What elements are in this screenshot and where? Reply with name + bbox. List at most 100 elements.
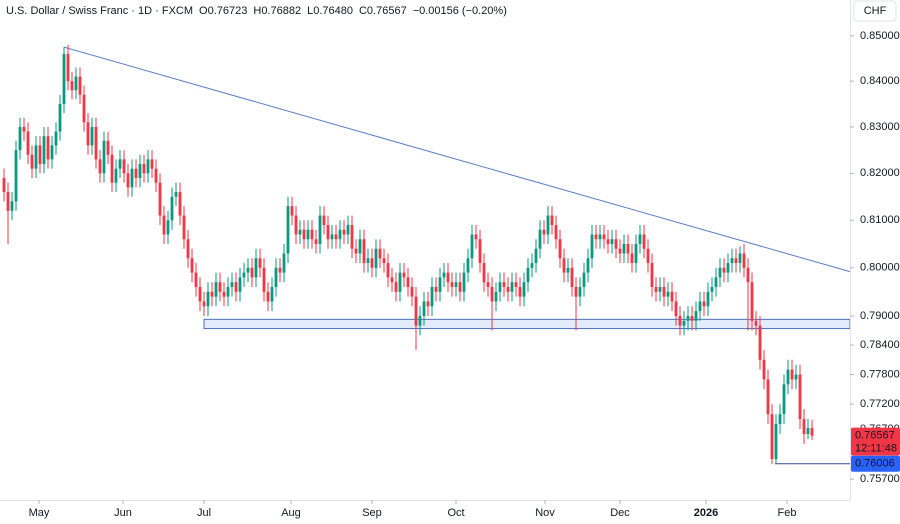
candle-body — [610, 239, 614, 244]
candle-body — [506, 286, 510, 292]
candle-body — [722, 267, 726, 273]
candle-body — [330, 234, 334, 240]
candle-body — [618, 248, 622, 254]
candle-body — [502, 282, 506, 287]
candle-body — [182, 215, 186, 240]
candle-body — [326, 225, 330, 240]
candle-body — [514, 282, 518, 287]
candle-body — [730, 258, 734, 264]
candle-body — [250, 267, 254, 278]
candle-body — [526, 267, 530, 283]
plot-area — [2, 44, 851, 465]
symbol-title: U.S. Dollar / Swiss Franc · 1D · FXCM — [6, 5, 193, 17]
candle-body — [710, 286, 714, 292]
candle-body — [546, 215, 550, 235]
candle-body — [318, 215, 322, 244]
candle-body — [38, 145, 42, 165]
candle-body — [130, 168, 134, 188]
candle-body — [422, 301, 426, 316]
candle-body — [322, 215, 326, 226]
candle-body — [218, 282, 222, 292]
ohlc-value: 0.76567 — [367, 5, 407, 17]
candle-body — [222, 291, 226, 297]
candle-body — [314, 239, 318, 244]
x-tick-label: Nov — [535, 507, 555, 519]
candle-body — [482, 263, 486, 283]
candle-body — [110, 154, 114, 183]
x-tick-label: Jul — [197, 507, 211, 519]
candle-body — [114, 168, 118, 183]
x-tick-label: Oct — [447, 507, 464, 519]
candle-body — [750, 282, 754, 321]
candle-body — [530, 263, 534, 268]
candle-body — [286, 206, 290, 254]
candle-body — [786, 369, 790, 385]
candle-body — [266, 291, 270, 302]
candle-body — [142, 164, 146, 174]
candle-body — [650, 263, 654, 287]
candle-body — [310, 229, 314, 240]
candle-body — [686, 315, 690, 321]
candle-body — [366, 258, 370, 264]
candle-body — [118, 159, 122, 169]
candle-body — [294, 215, 298, 235]
candle-body — [406, 277, 410, 287]
candle-body — [474, 234, 478, 240]
candle-body — [466, 258, 470, 273]
price-label: 0.76567 — [855, 430, 895, 442]
candle-body — [718, 267, 722, 278]
candle-body — [550, 215, 554, 226]
x-tick-label: May — [29, 507, 50, 519]
candle-body — [74, 76, 78, 91]
candle-body — [554, 225, 558, 240]
candle-body — [298, 229, 302, 235]
candle-body — [426, 301, 430, 307]
candle-body — [18, 126, 22, 151]
candle-body — [150, 159, 154, 169]
candle-body — [766, 379, 770, 415]
y-tick-label: 0.77800 — [860, 368, 900, 380]
candle-body — [578, 286, 582, 297]
price-label-box — [851, 427, 900, 456]
y-tick-label: 0.84000 — [860, 75, 900, 87]
candle-body — [490, 286, 494, 302]
candle-body — [634, 243, 638, 264]
candle-body — [562, 258, 566, 273]
candle-body — [654, 286, 658, 292]
candle-body — [446, 272, 450, 283]
candle-body — [202, 301, 206, 307]
candle-body — [146, 159, 150, 174]
candle-body — [58, 103, 62, 132]
candle-body — [594, 234, 598, 240]
price-label: 0.76006 — [855, 458, 895, 470]
candle-body — [30, 154, 34, 169]
candle-body — [630, 253, 634, 264]
y-tick-label: 0.79000 — [860, 310, 900, 322]
candle-body — [410, 286, 414, 297]
candle-body — [246, 267, 250, 273]
candle-body — [390, 277, 394, 283]
candle-body — [394, 282, 398, 292]
candle-body — [538, 229, 542, 249]
candle-body — [706, 291, 710, 307]
candle-body — [494, 291, 498, 302]
candle-body — [778, 414, 782, 425]
candle-body — [470, 234, 474, 259]
ohlc-value: 0.76480 — [313, 5, 353, 17]
candle-body — [518, 286, 522, 297]
candle-body — [134, 168, 138, 179]
x-tick-label: Sep — [362, 507, 382, 519]
y-tick-label: 0.78400 — [860, 339, 900, 351]
candle-body — [586, 258, 590, 273]
candle-body — [690, 315, 694, 321]
candle-body — [602, 234, 606, 240]
candle-body — [138, 164, 142, 179]
candle-body — [198, 286, 202, 302]
candle-body — [262, 267, 266, 292]
y-tick-label: 0.82000 — [860, 167, 900, 179]
candle-body — [754, 320, 758, 326]
ohlc-key: L — [307, 5, 313, 17]
candle-body — [234, 282, 238, 292]
candle-body — [42, 136, 46, 165]
y-tick-label: 0.85000 — [860, 30, 900, 42]
